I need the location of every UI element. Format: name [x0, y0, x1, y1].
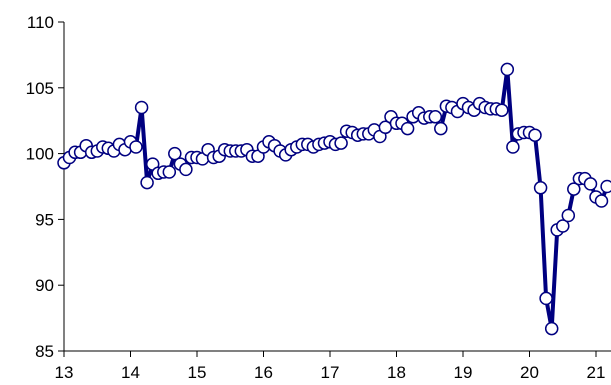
x-tick-label: 15 [188, 363, 207, 382]
data-point [544, 321, 559, 336]
data-point [528, 128, 542, 142]
plot-area [57, 62, 611, 336]
data-point [594, 194, 609, 208]
data-point [179, 162, 193, 177]
chart-axes: 85 90 95 100 105 110 13 14 15 16 17 18 19 20 21 [26, 13, 611, 382]
data-point [168, 146, 182, 161]
x-tick-label: 19 [454, 363, 473, 382]
data-point [428, 110, 443, 124]
data-point [556, 219, 570, 233]
x-tick-label: 20 [520, 363, 539, 382]
data-point [561, 208, 576, 223]
series-markers [57, 62, 611, 336]
y-ticks: 85 90 95 100 105 110 [26, 13, 64, 361]
data-point [134, 100, 149, 115]
data-point [600, 179, 611, 194]
y-tick-label: 90 [35, 276, 54, 295]
data-point [583, 177, 598, 191]
y-tick-label: 95 [35, 210, 54, 229]
data-point [567, 182, 581, 196]
data-point [129, 140, 143, 154]
x-tick-label: 17 [321, 363, 340, 382]
x-tick-label: 14 [121, 363, 140, 382]
y-tick-label: 110 [27, 13, 54, 32]
x-tick-label: 16 [254, 363, 273, 382]
data-point [162, 165, 177, 179]
y-tick-label: 100 [26, 145, 54, 164]
y-tick-label: 105 [26, 79, 54, 98]
data-point [539, 291, 553, 306]
x-tick-label: 21 [587, 363, 606, 382]
data-point [140, 175, 154, 190]
data-point [500, 62, 515, 77]
x-tick-label: 18 [387, 363, 406, 382]
data-point [506, 140, 520, 154]
data-point [434, 121, 448, 136]
data-point [334, 136, 348, 150]
x-tick-label: 13 [55, 363, 74, 382]
data-point [495, 103, 509, 117]
data-point [533, 181, 548, 195]
y-tick-label: 85 [35, 342, 54, 361]
x-ticks: 13 14 15 16 17 18 19 20 21 [55, 351, 606, 382]
data-point [400, 121, 415, 136]
